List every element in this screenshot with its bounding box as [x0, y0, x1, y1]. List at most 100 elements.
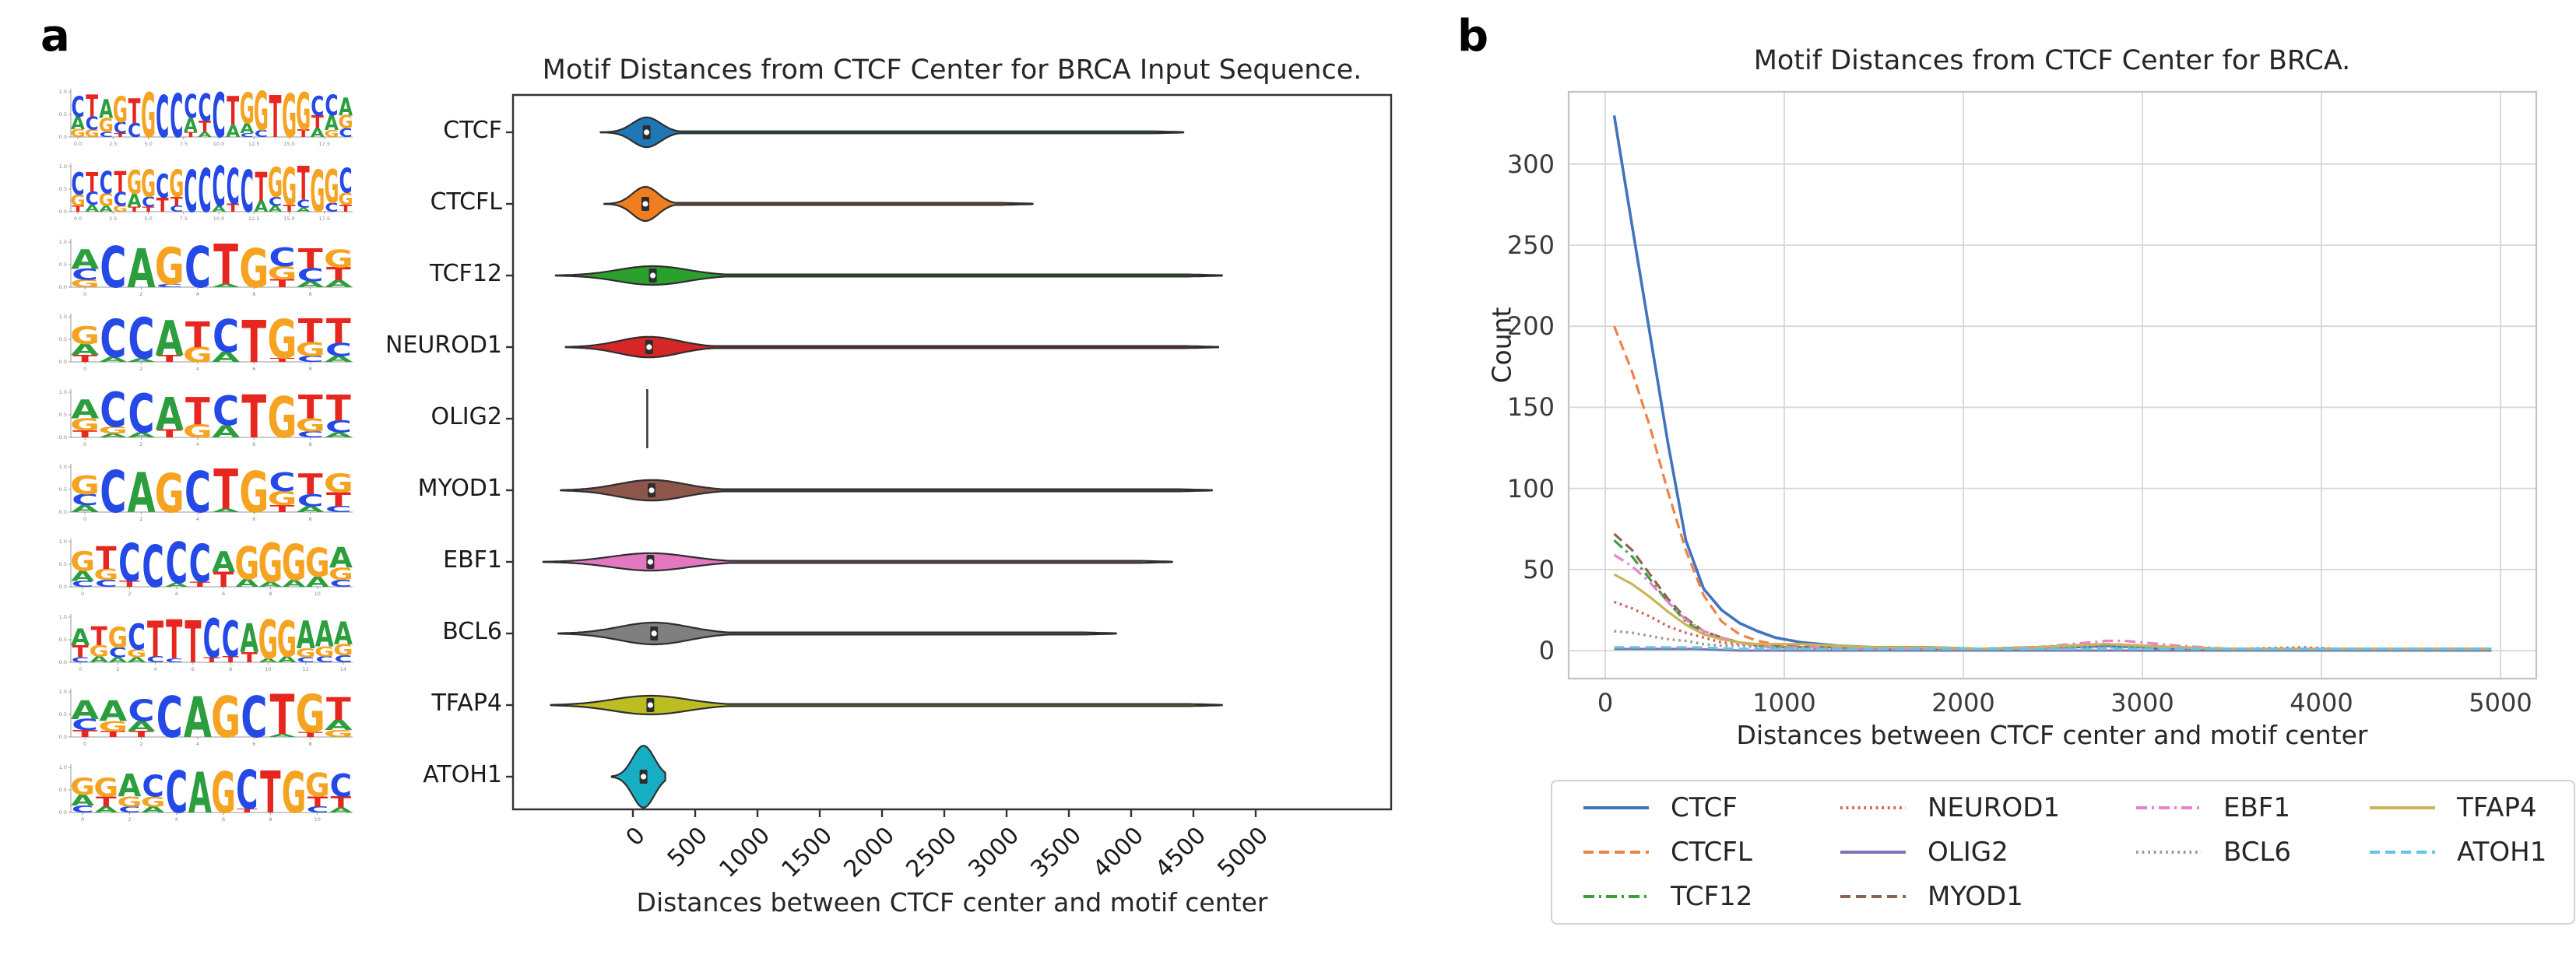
svg-text:14: 14: [340, 666, 346, 672]
logo-letter-A: A: [127, 430, 155, 438]
logo-letter-A: A: [212, 507, 240, 513]
logo-letter-T: T: [86, 167, 98, 199]
logo-letter-G: G: [239, 238, 269, 298]
svg-text:12: 12: [303, 666, 309, 672]
logo-letter-A: A: [325, 718, 353, 733]
logo-letter-G: G: [93, 772, 118, 803]
logo-letter-A: A: [156, 388, 184, 440]
svg-text:0.5: 0.5: [59, 336, 67, 342]
logo-letter-G: G: [258, 612, 278, 672]
logo-letter-T: T: [326, 312, 351, 351]
logo-letter-G: G: [98, 719, 128, 735]
logo-letter-T: T: [297, 128, 310, 139]
logo-letter-A: A: [127, 191, 141, 212]
logo-letter-C: C: [297, 198, 310, 211]
svg-text:4: 4: [196, 741, 199, 747]
logo-letter-T: T: [223, 654, 239, 664]
logo-letter-T: T: [213, 462, 238, 522]
svg-text:0.0: 0.0: [74, 216, 82, 222]
x-tick-label: 0: [1597, 688, 1614, 718]
legend-label: OLIG2: [1928, 837, 2008, 868]
logo-letter-A: A: [297, 504, 325, 514]
logo-letter-C: C: [213, 388, 239, 435]
logo-letter-C: C: [166, 537, 188, 596]
logo-letter-G: G: [99, 191, 114, 210]
svg-text:8: 8: [309, 366, 312, 372]
svg-text:0.5: 0.5: [59, 561, 67, 567]
logo-letter-T: T: [185, 314, 210, 355]
logo-letter-G: G: [240, 87, 255, 133]
logo-letter-A: A: [311, 126, 325, 140]
svg-text:0.5: 0.5: [59, 637, 67, 643]
logo-letter-C: C: [213, 87, 226, 148]
logo-letter-T: T: [326, 488, 352, 511]
logo-letter-A: A: [99, 356, 127, 363]
legend-item-CTCF: CTCF: [1582, 791, 1738, 825]
logo-letter-A: A: [212, 546, 236, 579]
logo-letter-C: C: [118, 805, 140, 814]
logo-letter-T: T: [269, 87, 282, 148]
svg-text:2: 2: [128, 591, 131, 597]
logo-letter-T: T: [283, 204, 296, 215]
svg-text:5.0: 5.0: [144, 141, 152, 147]
logo-letter-C: C: [165, 658, 183, 664]
logo-letter-C: C: [100, 462, 126, 523]
logo-letter-C: C: [297, 265, 324, 286]
logo-letter-T: T: [72, 353, 98, 364]
svg-text:2: 2: [139, 741, 142, 747]
svg-text:2: 2: [139, 366, 142, 372]
logo-letter-G: G: [113, 205, 128, 214]
logo-letter-T: T: [199, 118, 211, 136]
logo-letter-C: C: [241, 132, 254, 139]
svg-text:1.0: 1.0: [59, 314, 67, 320]
logo-letter-C: C: [189, 537, 211, 594]
logo-letter-A: A: [297, 207, 311, 213]
logo-letter-A: A: [127, 719, 156, 735]
logo-letter-C: C: [297, 491, 324, 511]
logo-letter-T: T: [156, 195, 170, 217]
svg-text:6: 6: [252, 741, 255, 747]
logo-letter-A: A: [268, 733, 297, 738]
logo-letter-C: C: [100, 165, 113, 201]
logo-letter-A: A: [90, 654, 108, 664]
logo-letter-A: A: [71, 342, 100, 359]
logo-letter-C: C: [128, 617, 146, 658]
svg-text:0.5: 0.5: [59, 486, 67, 493]
logo-letter-G: G: [85, 128, 100, 139]
svg-text:4: 4: [196, 441, 199, 447]
logo-letter-T: T: [297, 162, 310, 211]
logo-letter-A: A: [258, 658, 278, 664]
svg-text:12.5: 12.5: [248, 216, 259, 222]
violin-TFAP4: [550, 694, 1223, 716]
legend-item-TCF12: TCF12: [1582, 879, 1752, 914]
logo-letter-T: T: [72, 205, 85, 214]
logo-letter-T: T: [185, 612, 201, 673]
logo-letter-A: A: [188, 763, 212, 823]
svg-text:0: 0: [81, 816, 84, 823]
logo-letter-T: T: [96, 541, 116, 577]
svg-text:10.0: 10.0: [213, 216, 224, 222]
svg-text:0.0: 0.0: [59, 659, 67, 665]
logo-letter-A: A: [71, 244, 99, 275]
row-label-TCF12: TCF12: [430, 260, 502, 287]
legend: CTCF CTCFL TCF12 NEUROD1 OLIG2 MYOD1 EBF1 BCL6 T…: [1551, 780, 2575, 925]
logo-letter-T: T: [270, 687, 295, 748]
series-line-OLIG2: [1614, 647, 2492, 652]
logo-letter-C: C: [222, 612, 240, 668]
logo-letter-C: C: [142, 195, 155, 210]
logo-letter-T: T: [326, 264, 351, 285]
x-tick-label: 5000: [2469, 688, 2532, 718]
svg-text:0.0: 0.0: [59, 134, 67, 140]
logo-letter-G: G: [267, 388, 297, 448]
svg-text:0.5: 0.5: [59, 111, 67, 118]
logo-letter-C: C: [241, 162, 254, 223]
row-label-CTCFL: CTCFL: [430, 188, 502, 216]
logo-letter-T: T: [213, 237, 238, 297]
